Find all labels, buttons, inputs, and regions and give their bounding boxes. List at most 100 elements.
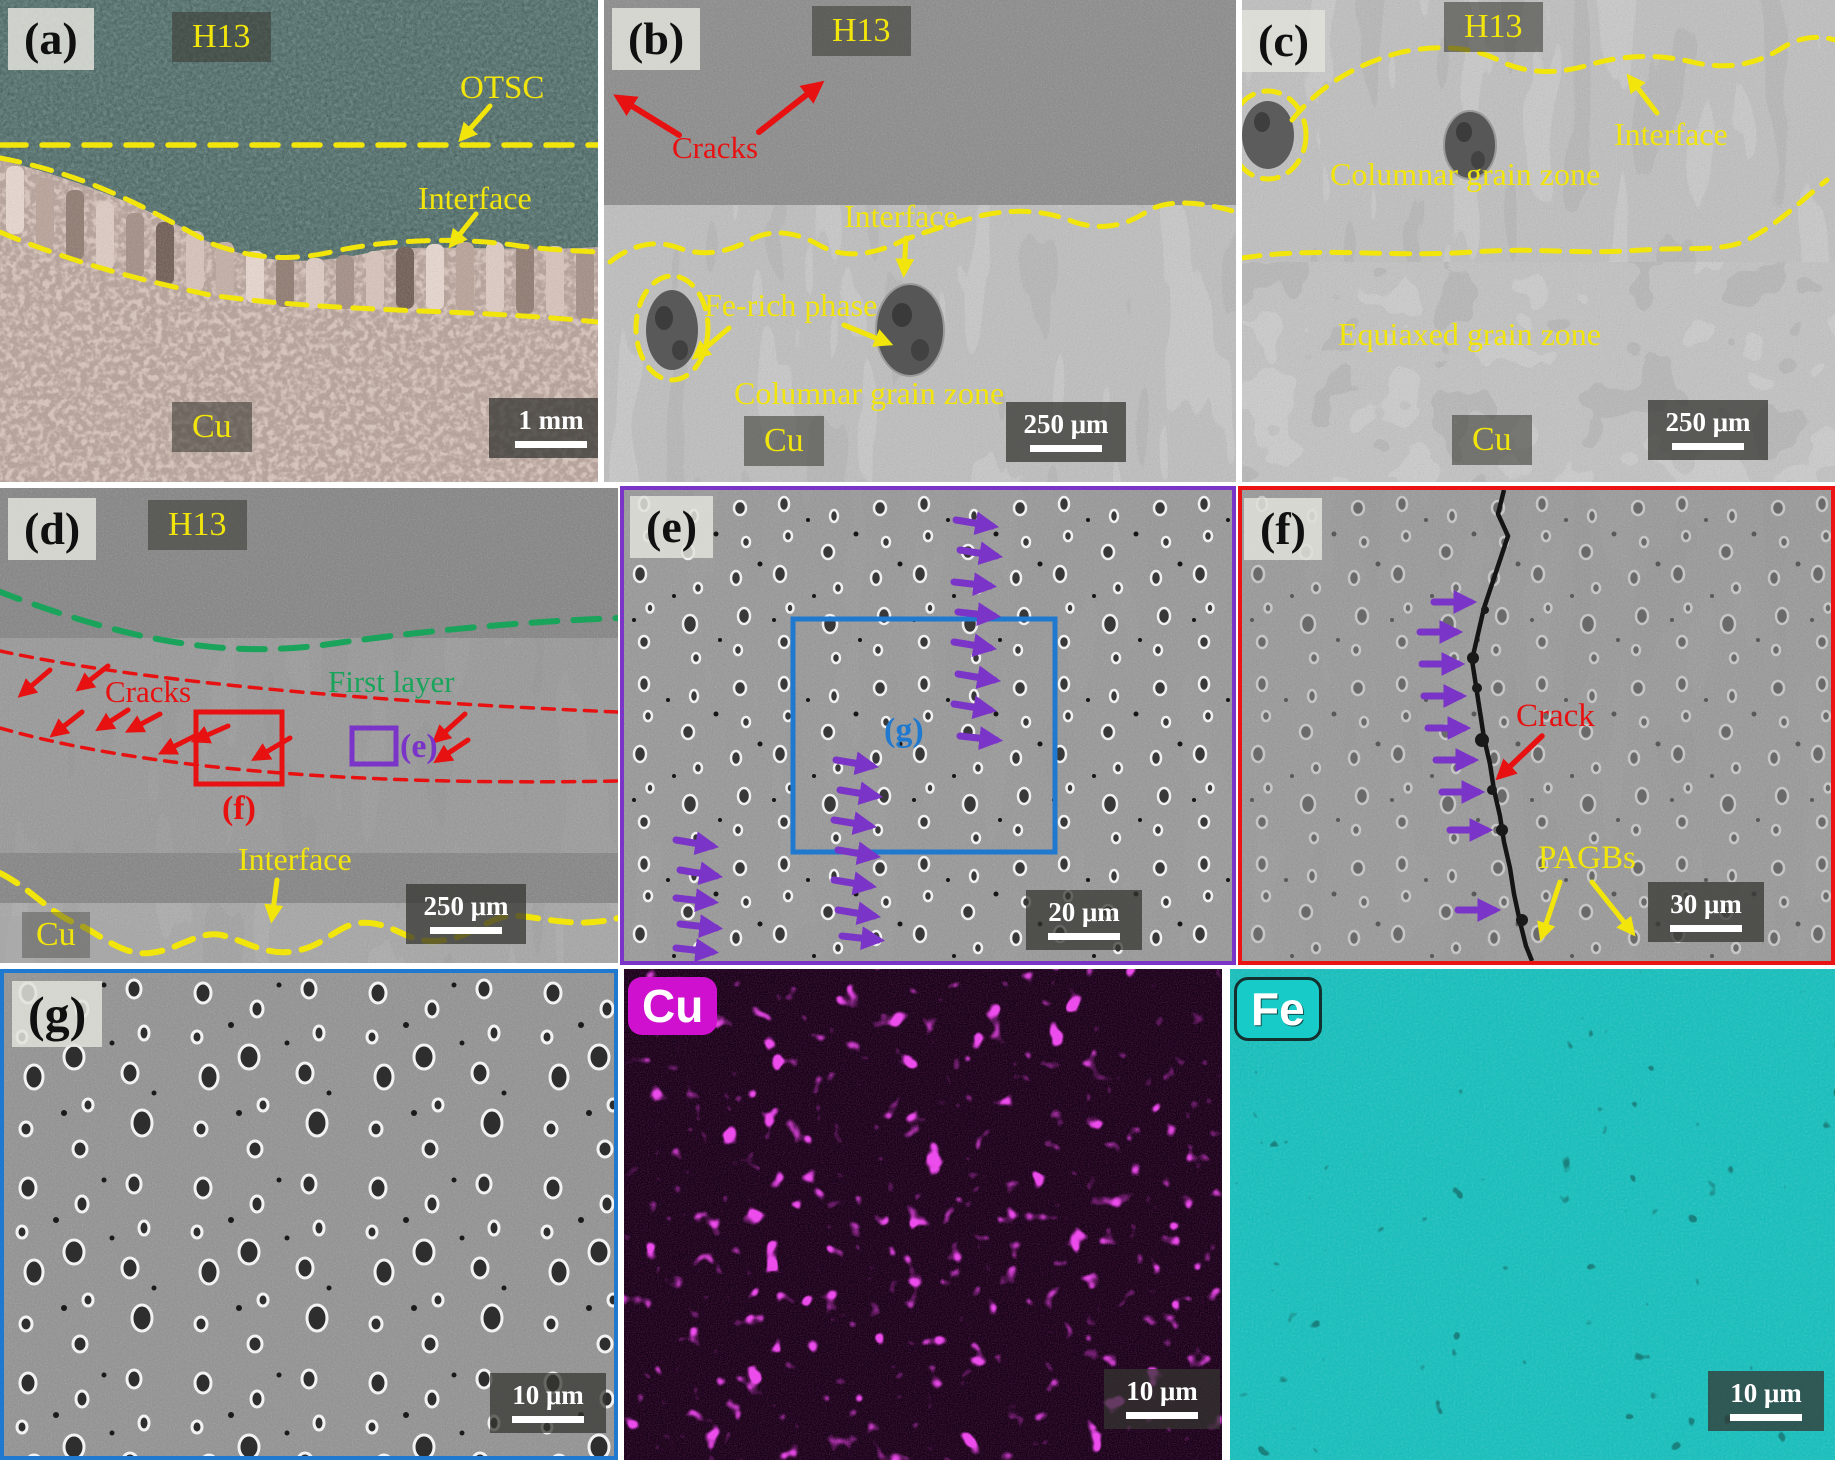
panel-f-sem-micrograph: (f) Crack PAGBs 30 μm xyxy=(1238,486,1835,965)
crack-arrow xyxy=(17,667,53,698)
zone-boundary-dashed-line xyxy=(1242,177,1830,261)
panel-a-optical-micrograph: (a) H13 OTSC Interface Cu 1 mm xyxy=(0,0,598,482)
material-label-cu: Cu xyxy=(172,402,252,452)
scale-bar-line xyxy=(1048,933,1120,940)
inset-ref-g: (g) xyxy=(884,712,924,749)
panel-tag: (c) xyxy=(1242,10,1326,72)
interface-arrow xyxy=(1626,73,1660,116)
scale-bar: 10 μm xyxy=(490,1373,606,1433)
panel-b-sem-micrograph: (b) H13 Cracks Interface Fe-rich phase C… xyxy=(604,0,1236,482)
fe-rich-phase-label: Fe-rich phase xyxy=(704,287,878,323)
scale-bar-line xyxy=(430,927,502,934)
scale-bar-label: 1 mm xyxy=(518,405,584,435)
fe-rich-blobs xyxy=(646,283,945,377)
crack-arrow-right xyxy=(756,80,825,135)
interface-dashed-line xyxy=(1289,34,1835,123)
scale-bar: 30 μm xyxy=(1648,882,1764,942)
interface-arrow xyxy=(895,235,915,278)
panel-d-sem-micrograph: (d) H13 Cracks First layer (f) (e) Inter… xyxy=(0,488,618,963)
panel-tag: (e) xyxy=(630,496,714,558)
crack-arrow xyxy=(124,711,163,733)
panel-b-texture xyxy=(604,0,1236,482)
material-label-cu: Cu xyxy=(22,912,90,958)
panel-fe-eds-map: Fe 10 μm xyxy=(1230,969,1835,1460)
element-badge-cu: Cu xyxy=(628,977,718,1035)
scale-bar-label: 10 μm xyxy=(512,1380,584,1410)
cracks-label: Cracks xyxy=(672,130,759,165)
particle-arrow-columns xyxy=(672,511,1004,961)
columnar-zone-label: Columnar grain zone xyxy=(734,375,1005,411)
scale-bar: 10 μm xyxy=(1708,1371,1824,1431)
scale-bar: 250 μm xyxy=(406,884,526,944)
material-label-h13: H13 xyxy=(1444,2,1543,52)
scale-bar-line xyxy=(1030,445,1102,452)
scale-bar-label: 250 μm xyxy=(1023,409,1109,439)
cracks-label: Cracks xyxy=(105,674,192,709)
scale-bar-label: 30 μm xyxy=(1670,889,1742,919)
scale-bar: 20 μm xyxy=(1026,890,1142,950)
panel-g-sem-micrograph: (g) 10 μm xyxy=(0,969,618,1460)
crack-arrow xyxy=(49,709,85,738)
scale-bar-label: 20 μm xyxy=(1048,897,1120,927)
equiaxed-zone-label: Equiaxed grain zone xyxy=(1338,316,1601,352)
fe-rich-arrow-left xyxy=(691,325,732,360)
material-label-h13: H13 xyxy=(172,12,271,62)
scale-bar-line xyxy=(1730,1414,1802,1421)
crack-arrow xyxy=(431,711,468,744)
crack-arrow xyxy=(190,723,231,744)
first-layer-dashed-line xyxy=(0,588,618,653)
scale-bar-line xyxy=(512,1416,584,1423)
panel-tag: (d) xyxy=(8,498,97,560)
crack-label: Crack xyxy=(1516,698,1595,734)
element-badge-fe: Fe xyxy=(1234,977,1322,1041)
scale-bar: 1 mm xyxy=(489,398,598,458)
material-label-cu: Cu xyxy=(744,416,824,466)
crack-arrow-left xyxy=(613,94,682,138)
scale-bar-label: 250 μm xyxy=(1665,407,1751,437)
material-label-h13: H13 xyxy=(812,6,911,56)
otsc-arrow xyxy=(458,103,493,143)
scale-bar: 250 μm xyxy=(1006,402,1126,462)
panel-e-texture xyxy=(624,490,1232,961)
interface-dashed-lower xyxy=(0,229,598,325)
interface-label: Interface xyxy=(1614,116,1728,152)
material-label-cu: Cu xyxy=(1452,415,1532,465)
inset-ref-e: (e) xyxy=(400,728,438,765)
interface-label: Interface xyxy=(844,198,958,234)
cu-map-texture xyxy=(624,969,1222,1460)
fe-rich-dashed-circle xyxy=(633,273,711,383)
particle-arrows xyxy=(1416,590,1502,922)
otsc-label: OTSC xyxy=(460,70,545,106)
inset-ref-f: (f) xyxy=(222,790,256,827)
crack-line xyxy=(1469,490,1535,961)
crack-arrow xyxy=(433,737,471,764)
fe-rich-dashed-circle xyxy=(1242,88,1309,182)
interface-dashed-upper xyxy=(0,155,598,260)
scale-bar-label: 10 μm xyxy=(1730,1378,1802,1408)
crack-arrow xyxy=(95,707,131,732)
scale-bar-line xyxy=(1672,443,1744,450)
scale-bar: 250 μm xyxy=(1648,400,1768,460)
first-layer-label: First layer xyxy=(328,664,455,699)
interface-arrow xyxy=(264,877,284,924)
panel-tag: (f) xyxy=(1244,498,1322,560)
fe-rich-blobs xyxy=(1242,101,1497,180)
panel-a-texture xyxy=(0,0,598,482)
columnar-zone-label: Columnar grain zone xyxy=(1330,156,1601,192)
panel-cu-eds-map: Cu 10 μm xyxy=(624,969,1222,1460)
panel-c-sem-micrograph: (c) H13 Interface Columnar grain zone Eq… xyxy=(1242,0,1835,482)
scale-bar-label: 10 μm xyxy=(1126,1376,1198,1406)
scale-bar-line xyxy=(515,441,587,448)
inset-box-e xyxy=(349,725,399,767)
interface-arrow xyxy=(448,211,479,249)
panel-tag: (g) xyxy=(12,981,103,1047)
interface-label: Interface xyxy=(238,841,352,877)
scale-bar-label: 250 μm xyxy=(423,891,509,921)
crack-zone-dashed-upper xyxy=(0,649,618,714)
panel-tag: (b) xyxy=(612,8,701,70)
inset-box-f xyxy=(193,709,285,787)
crack-voids xyxy=(1467,606,1528,926)
scale-bar-line xyxy=(1670,925,1742,932)
crack-arrow xyxy=(157,733,198,755)
